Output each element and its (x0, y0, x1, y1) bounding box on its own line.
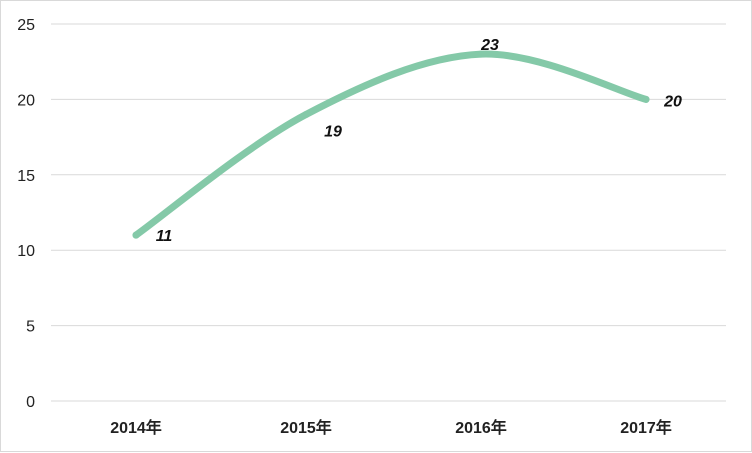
series-line (132, 50, 650, 239)
y-tick-label: 0 (26, 394, 35, 411)
y-tick-label: 25 (17, 17, 35, 34)
data-labels: 11 19 23 20 (156, 37, 682, 245)
data-label: 19 (324, 123, 342, 140)
gridlines (51, 23, 726, 402)
data-label: 20 (663, 93, 682, 110)
x-tick-label: 2014年 (110, 418, 162, 437)
y-tick-label: 5 (26, 319, 35, 336)
x-tick-label: 2016年 (455, 418, 507, 437)
data-label: 11 (156, 228, 173, 245)
x-axis: 2014年 2015年 2016年 2017年 (110, 418, 672, 437)
x-tick-label: 2017年 (620, 418, 672, 437)
y-tick-label: 10 (17, 243, 35, 260)
data-point (302, 110, 310, 118)
y-tick-label: 15 (17, 168, 35, 185)
data-point (642, 95, 650, 103)
data-point (132, 231, 140, 239)
data-label: 23 (480, 37, 499, 54)
y-axis: 0 5 10 15 20 25 (17, 17, 35, 411)
data-point (477, 50, 485, 58)
series-group (132, 50, 650, 239)
x-tick-label: 2015年 (280, 418, 332, 437)
y-tick-label: 20 (17, 92, 35, 109)
